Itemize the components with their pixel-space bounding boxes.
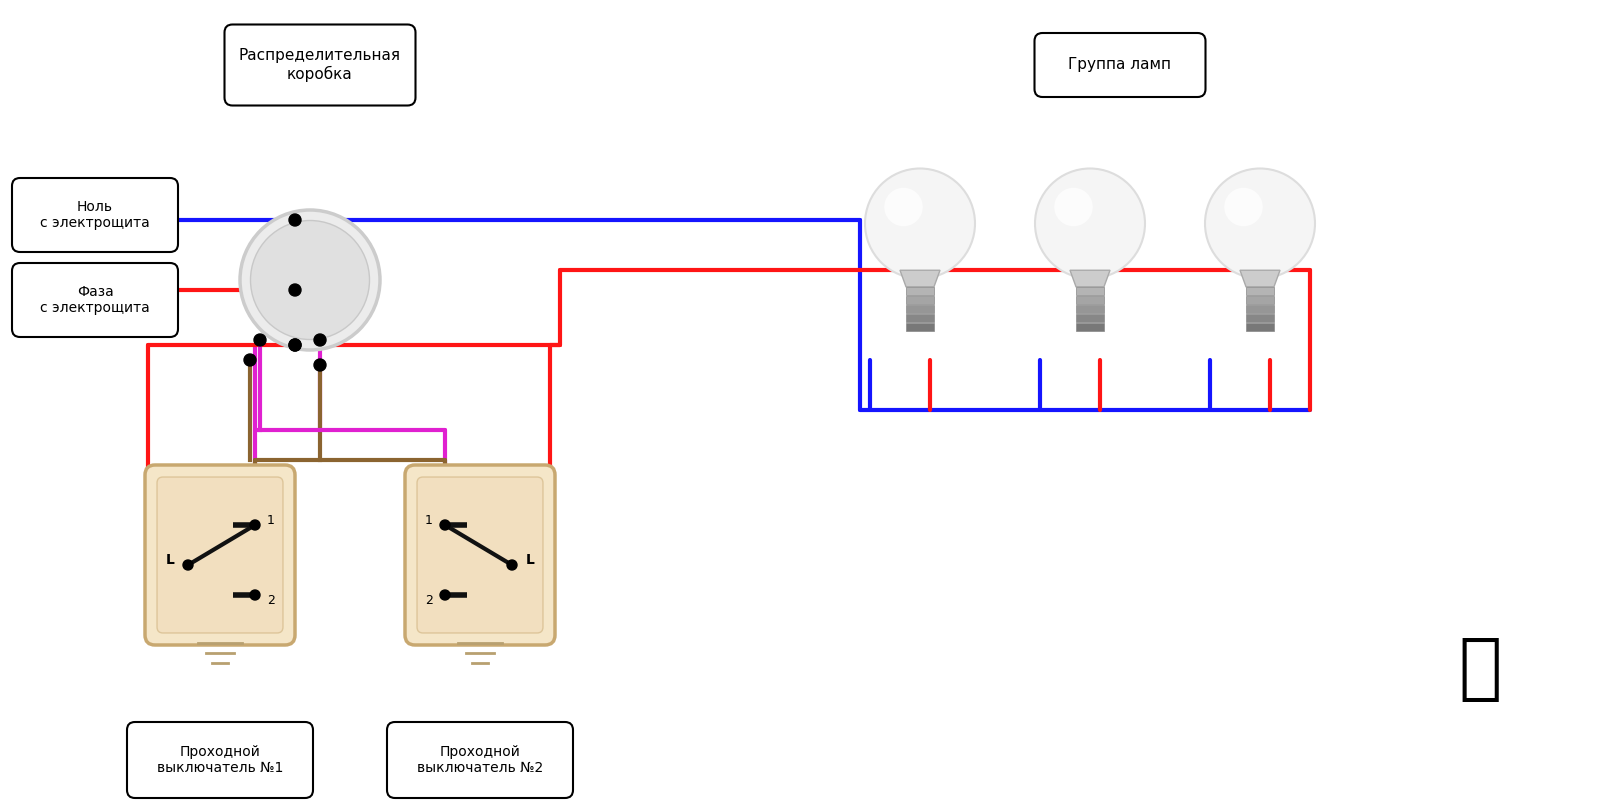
Circle shape [866,169,974,278]
FancyBboxPatch shape [126,722,314,798]
FancyBboxPatch shape [418,477,542,633]
Text: 2: 2 [426,594,434,606]
FancyBboxPatch shape [157,477,283,633]
Circle shape [1035,169,1146,278]
FancyBboxPatch shape [13,263,178,337]
Text: Проходной
выключатель №2: Проходной выключатель №2 [418,745,542,775]
FancyBboxPatch shape [146,465,294,645]
Text: Ноль
с электрощита: Ноль с электрощита [40,200,150,230]
Polygon shape [899,270,941,286]
Text: 1: 1 [426,514,434,526]
Circle shape [314,334,326,346]
Circle shape [1054,188,1093,226]
Text: L: L [525,553,534,567]
Polygon shape [1240,270,1280,286]
Text: L: L [165,553,174,567]
Circle shape [1205,169,1315,278]
Circle shape [1224,188,1262,226]
Circle shape [440,520,450,530]
Bar [1246,286,1274,294]
Bar [1075,286,1104,294]
Circle shape [290,214,301,226]
Circle shape [240,210,381,350]
Text: 1: 1 [267,514,275,526]
FancyBboxPatch shape [224,25,416,106]
Text: Проходной
выключатель №1: Проходной выключатель №1 [157,745,283,775]
Circle shape [243,354,256,366]
Bar [1075,314,1104,322]
Circle shape [314,359,326,371]
Bar [1075,296,1104,304]
Text: Распределительная
коробка: Распределительная коробка [238,48,402,82]
FancyBboxPatch shape [1035,33,1205,97]
FancyBboxPatch shape [387,722,573,798]
Bar [1075,305,1104,313]
Circle shape [254,334,266,346]
Circle shape [182,560,194,570]
FancyBboxPatch shape [405,465,555,645]
Circle shape [440,590,450,600]
Bar [1246,314,1274,322]
Bar [906,305,934,313]
Bar [906,296,934,304]
FancyBboxPatch shape [13,178,178,252]
Bar [906,322,934,330]
Circle shape [251,221,370,339]
Bar [1246,296,1274,304]
Circle shape [290,284,301,296]
Bar [906,314,934,322]
Circle shape [290,339,301,351]
Bar [1075,322,1104,330]
Circle shape [250,520,259,530]
Text: 2: 2 [267,594,275,606]
Circle shape [250,590,259,600]
Bar [1246,305,1274,313]
Circle shape [507,560,517,570]
Text: Фаза
с электрощита: Фаза с электрощита [40,285,150,315]
Text: Группа ламп: Группа ламп [1069,58,1171,73]
Circle shape [290,339,301,351]
Polygon shape [1070,270,1110,286]
Circle shape [885,188,923,226]
Bar [1246,322,1274,330]
Bar [906,286,934,294]
Text: ✊: ✊ [1458,635,1502,705]
